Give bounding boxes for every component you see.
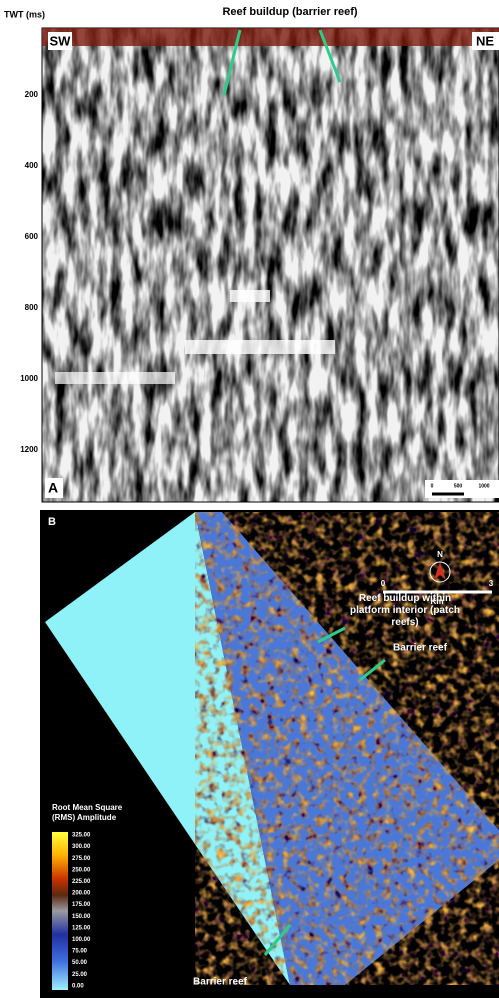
depth-labels: 200 400 600 800 1000 1200 xyxy=(20,90,38,454)
legend-label: 300.00 xyxy=(72,844,91,850)
panel-label: B xyxy=(48,516,56,528)
scale-label: 0 xyxy=(381,579,386,588)
legend-title: Root Mean Square(RMS) Amplitude xyxy=(52,803,123,822)
panel-a: TWT (ms) Reef buildup (barrier reef) SW … xyxy=(4,6,499,502)
reflector xyxy=(55,372,175,384)
axis-title: TWT (ms) xyxy=(4,9,45,19)
scale-label: 3 xyxy=(489,579,494,588)
legend-label: 150.00 xyxy=(72,914,91,920)
reflector xyxy=(185,340,335,354)
seismic-texture xyxy=(42,28,499,502)
annotation: Barrier reef xyxy=(393,643,448,654)
scale-label: 500 xyxy=(454,483,463,489)
annotation-line: Root Mean Square xyxy=(52,803,123,812)
legend-label: 225.00 xyxy=(72,879,91,885)
legend-label: 25.00 xyxy=(72,972,88,978)
annotation-line: platform interior (patch xyxy=(350,605,460,616)
scale-label: 1000 xyxy=(478,483,489,489)
seismic-top xyxy=(42,28,499,46)
annotation-line: (RMS) Amplitude xyxy=(52,813,117,822)
depth-label: 600 xyxy=(25,232,39,241)
figure: TWT (ms) Reef buildup (barrier reef) SW … xyxy=(0,0,499,998)
annotation-line: reefs) xyxy=(391,617,418,628)
legend-label: 100.00 xyxy=(72,937,91,943)
legend-label: 75.00 xyxy=(72,949,88,955)
legend-label: 50.00 xyxy=(72,960,88,966)
legend-label: 275.00 xyxy=(72,856,91,862)
legend-label: 325.00 xyxy=(72,833,91,839)
depth-label: 1000 xyxy=(20,374,38,383)
color-bar xyxy=(52,832,68,990)
legend-label: 200.00 xyxy=(72,891,91,897)
depth-label: 200 xyxy=(25,90,39,99)
depth-label: 400 xyxy=(25,161,39,170)
title: Reef buildup (barrier reef) xyxy=(222,6,357,18)
north-label: N xyxy=(437,550,443,559)
legend-label: 250.00 xyxy=(72,867,91,873)
ne-label: NE xyxy=(476,33,494,48)
sw-label: SW xyxy=(50,33,72,48)
legend-label: 0.00 xyxy=(72,983,84,989)
annotation: Barrier reef xyxy=(193,977,248,988)
reflector xyxy=(230,290,270,302)
depth-label: 800 xyxy=(25,303,39,312)
annotation-line: Reef buildup within xyxy=(359,593,451,604)
depth-label: 1200 xyxy=(20,445,38,454)
scale-label: 0 xyxy=(431,483,434,489)
panel-label: A xyxy=(48,480,58,496)
legend-label: 175.00 xyxy=(72,902,91,908)
legend-label: 125.00 xyxy=(72,925,91,931)
